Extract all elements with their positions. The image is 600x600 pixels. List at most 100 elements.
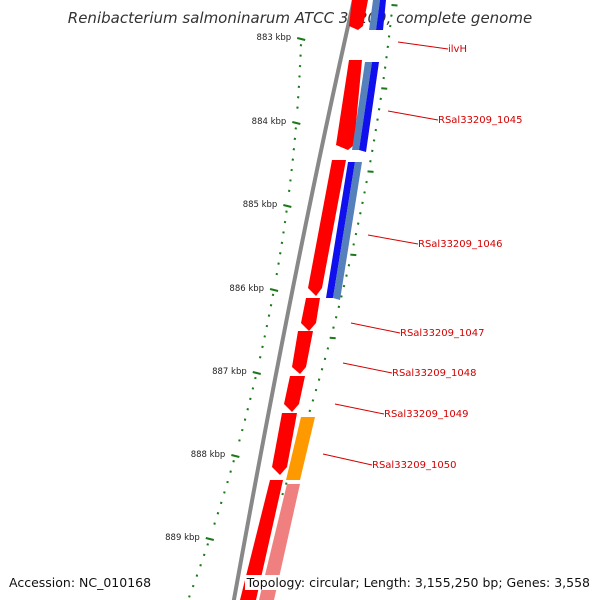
inner-ruler-tick	[281, 492, 284, 496]
blast-hit[interactable]	[286, 417, 315, 480]
blast-hit[interactable]	[376, 0, 386, 30]
inner-ruler-tick	[347, 264, 351, 267]
ruler-minor-tick	[277, 262, 280, 265]
blast-hit[interactable]	[352, 62, 372, 150]
cds-feature[interactable]	[292, 331, 313, 374]
inner-ruler-tick	[383, 66, 387, 69]
comparison-track	[259, 0, 386, 600]
gene-leader-line	[334, 403, 385, 415]
inner-ruler-tick	[332, 326, 335, 329]
ruler-major-tick	[269, 288, 279, 292]
inner-ruler-tick	[377, 108, 381, 111]
inner-ruler-tick	[350, 253, 357, 257]
ruler-minor-tick	[298, 64, 302, 68]
inner-ruler-tick	[334, 316, 338, 319]
gene-label[interactable]: RSal33209_1045	[438, 115, 522, 126]
blast-hit[interactable]	[259, 484, 300, 600]
ruler-minor-tick	[188, 595, 191, 598]
ruler-minor-tick	[287, 189, 291, 193]
cds-feature[interactable]	[272, 413, 297, 475]
inner-ruler-tick	[342, 284, 346, 288]
genome-backbone	[231, 0, 356, 600]
inner-ruler-tick	[317, 378, 321, 381]
ruler-minor-tick	[271, 293, 275, 297]
gene-label[interactable]: ilvH	[448, 44, 467, 55]
gene-leader-line	[342, 362, 393, 374]
ruler-minor-tick	[299, 54, 302, 57]
ruler-minor-tick	[216, 512, 220, 515]
ruler-minor-tick	[283, 220, 287, 224]
ruler-tick-label: 886 kbp	[229, 284, 264, 294]
inner-ruler-tick	[369, 160, 372, 163]
inner-ruler-tick	[329, 336, 336, 340]
inner-ruler-tick	[323, 357, 327, 361]
ruler-minor-tick	[279, 252, 282, 255]
ruler-minor-tick	[191, 584, 195, 588]
cds-feature[interactable]	[240, 480, 283, 600]
blast-hit[interactable]	[333, 162, 362, 300]
ruler-minor-tick	[292, 148, 296, 151]
inner-ruler-tick	[356, 222, 360, 225]
inner-ruler-tick	[379, 97, 382, 101]
inner-ruler-tick	[387, 35, 391, 38]
gene-label[interactable]: RSal33209_1049	[384, 409, 468, 420]
inner-ruler-tick	[367, 170, 374, 173]
ruler-major-tick	[252, 371, 262, 375]
inner-ruler-tick	[382, 76, 385, 80]
ruler-minor-tick	[251, 387, 255, 390]
inner-ruler-tick	[376, 118, 379, 121]
ruler-tick-label: 883 kbp	[257, 33, 292, 43]
inner-ruler-tick	[326, 347, 330, 350]
cds-feature[interactable]	[301, 298, 320, 331]
ruler-minor-tick	[195, 574, 199, 577]
cds-feature[interactable]	[349, 0, 368, 30]
ruler-minor-tick	[249, 397, 252, 401]
ruler-minor-tick	[296, 106, 299, 109]
inner-ruler-tick	[354, 232, 358, 236]
inner-ruler-tick	[340, 295, 343, 298]
map-title: Renibacterium salmoninarum ATCC 33209, c…	[67, 9, 533, 27]
gene-leader-line	[387, 110, 439, 121]
gene-label-leaders	[322, 41, 449, 466]
ruler-minor-tick	[291, 158, 295, 161]
cds-feature[interactable]	[284, 376, 305, 412]
ruler-minor-tick	[254, 376, 257, 380]
ruler-tick-label: 889 kbp	[165, 533, 200, 543]
gene-label[interactable]: RSal33209_1048	[392, 368, 476, 379]
ruler-minor-tick	[285, 210, 288, 213]
inner-ruler-tick	[372, 139, 376, 142]
inner-ruler-tick	[337, 305, 341, 309]
ruler-minor-tick	[296, 96, 300, 99]
ruler-tick-label: 888 kbp	[191, 450, 226, 460]
ruler-minor-tick	[282, 231, 285, 234]
ruler-minor-tick	[223, 491, 226, 494]
blast-hit[interactable]	[326, 162, 355, 298]
ruler-minor-tick	[226, 480, 229, 484]
ruler-minor-tick	[265, 324, 269, 328]
ruler-tick-label: 885 kbp	[243, 200, 278, 210]
gene-label[interactable]: RSal33209_1047	[400, 328, 484, 339]
gene-leader-line	[350, 322, 401, 334]
inner-ruler-tick	[371, 149, 374, 153]
ruler-minor-tick	[243, 418, 247, 421]
ruler-minor-tick	[269, 304, 273, 307]
inner-ruler-tick	[381, 87, 388, 90]
ruler-major-tick	[283, 204, 292, 208]
cds-feature[interactable]	[308, 160, 346, 296]
gene-leader-line	[397, 41, 449, 50]
ruler-minor-tick	[213, 522, 216, 525]
blast-hit[interactable]	[359, 62, 379, 152]
blast-hit[interactable]	[369, 0, 380, 30]
ruler-minor-tick	[241, 428, 244, 432]
gene-label[interactable]: RSal33209_1050	[372, 460, 456, 471]
ruler-minor-tick	[246, 408, 249, 411]
ruler-minor-tick	[232, 460, 235, 463]
gene-label[interactable]: RSal33209_1046	[418, 239, 502, 250]
ruler-minor-tick	[280, 241, 284, 245]
ruler-minor-tick	[293, 137, 297, 141]
ruler-minor-tick	[261, 345, 264, 349]
ruler-major-tick	[231, 454, 240, 458]
inner-ruler-tick	[385, 56, 388, 59]
ruler-major-tick	[296, 37, 306, 41]
gene-leader-line	[322, 453, 373, 466]
